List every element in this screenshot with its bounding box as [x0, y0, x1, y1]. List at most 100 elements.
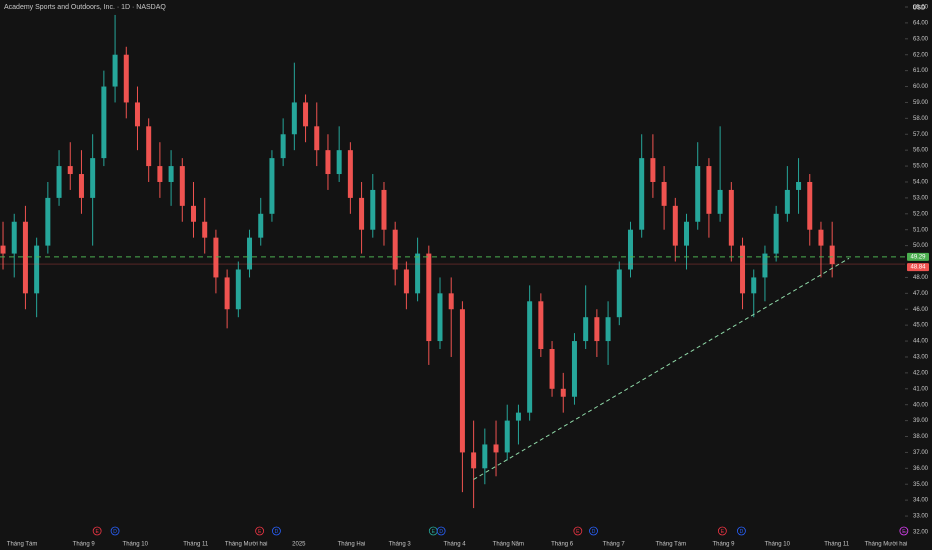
candle-body	[213, 237, 219, 278]
event-label: E	[721, 529, 725, 535]
candle-body	[471, 452, 477, 469]
candle-body	[123, 54, 129, 103]
candle-body	[336, 150, 342, 175]
y-tick-label: 52.00	[913, 211, 929, 217]
candle-body	[90, 158, 96, 198]
candle-body	[179, 166, 185, 206]
candle-body	[258, 213, 264, 238]
candle-body	[672, 205, 678, 246]
candle-body	[0, 245, 6, 254]
candle-body	[280, 134, 286, 159]
x-tick-label: Tháng Mười hai	[865, 542, 908, 548]
y-tick-label: 45.00	[913, 323, 929, 329]
event-label: E	[432, 529, 436, 535]
candle-body	[78, 174, 84, 198]
y-tick-label: 65.00	[913, 5, 929, 11]
y-tick-label: 32.00	[913, 530, 929, 536]
candle-body	[146, 126, 152, 167]
y-tick-label: 53.00	[913, 195, 929, 201]
candle-body	[415, 253, 421, 294]
event-marker	[717, 526, 727, 536]
y-tick-label: 46.00	[913, 307, 929, 313]
y-tick-label: 40.00	[913, 402, 929, 408]
currency-label: USD	[913, 6, 926, 12]
candle-body	[359, 197, 365, 230]
candle-body	[796, 181, 802, 190]
candle-body	[247, 237, 253, 270]
candle-body	[459, 309, 465, 453]
candle-body	[594, 317, 600, 342]
candle-body	[202, 221, 208, 238]
x-tick-label: Tháng Năm	[493, 542, 524, 548]
y-tick-label: 56.00	[913, 148, 929, 154]
x-tick-label: Tháng 3	[389, 542, 412, 548]
x-tick-label: Tháng 11	[824, 542, 850, 548]
x-tick-label: Tháng 9	[712, 542, 735, 548]
candle-body	[807, 181, 813, 230]
candle-body	[762, 253, 768, 278]
candle-body	[493, 444, 499, 453]
candle-body	[269, 158, 275, 214]
x-tick-label: Tháng 6	[551, 542, 574, 548]
candle-body	[684, 221, 690, 246]
event-label: D	[275, 529, 279, 535]
candle-body	[34, 245, 40, 294]
y-tick-label: 38.00	[913, 434, 929, 440]
event-label: E	[95, 529, 99, 535]
candle-body	[527, 301, 533, 413]
candle-body	[67, 166, 73, 175]
y-tick-label: 44.00	[913, 339, 929, 345]
candle-body	[45, 197, 51, 246]
y-tick-label: 55.00	[913, 164, 929, 170]
y-tick-label: 47.00	[913, 291, 929, 297]
x-tick-label: Tháng Mười hai	[225, 542, 268, 548]
event-label: D	[113, 529, 117, 535]
event-marker	[436, 526, 446, 536]
y-tick-label: 41.00	[913, 386, 929, 392]
y-tick-label: 63.00	[913, 36, 929, 42]
x-tick-label: Tháng 10	[765, 542, 791, 548]
candle-body	[605, 317, 611, 342]
y-tick-label: 58.00	[913, 116, 929, 122]
candle-body	[650, 158, 656, 182]
price-badge-label: 48.84	[910, 265, 926, 271]
x-tick-label: Tháng 9	[73, 542, 96, 548]
candle-body	[583, 317, 589, 342]
x-tick-label: Tháng 10	[123, 542, 149, 548]
event-label: E	[258, 529, 262, 535]
candle-body	[291, 102, 297, 135]
candle-body	[639, 158, 645, 230]
event-marker	[899, 526, 909, 536]
candle-body	[303, 102, 309, 127]
event-label: D	[592, 529, 596, 535]
price-badge-label: 49.29	[910, 254, 926, 260]
candle-body	[504, 420, 510, 453]
candle-body	[728, 189, 734, 246]
event-label: E	[576, 529, 580, 535]
event-label: E	[902, 529, 906, 535]
candle-body	[22, 221, 28, 294]
candle-body	[538, 301, 544, 350]
candle-body	[571, 341, 577, 397]
candle-body	[314, 126, 320, 151]
candle-body	[347, 150, 353, 198]
candle-body	[403, 269, 409, 294]
event-label: D	[439, 529, 443, 535]
candle-body	[695, 166, 701, 222]
event-marker	[573, 526, 583, 536]
y-tick-label: 59.00	[913, 100, 929, 106]
candle-body	[191, 205, 197, 222]
y-tick-label: 60.00	[913, 84, 929, 90]
y-tick-label: 50.00	[913, 243, 929, 249]
candle-body	[549, 349, 555, 389]
candle-body	[829, 245, 835, 265]
candle-body	[717, 189, 723, 214]
candle-body	[101, 86, 107, 159]
candle-body	[56, 166, 62, 198]
y-tick-label: 48.00	[913, 275, 929, 281]
candle-body	[784, 189, 790, 214]
x-tick-label: Tháng Tám	[7, 542, 38, 548]
event-label: D	[740, 529, 744, 535]
